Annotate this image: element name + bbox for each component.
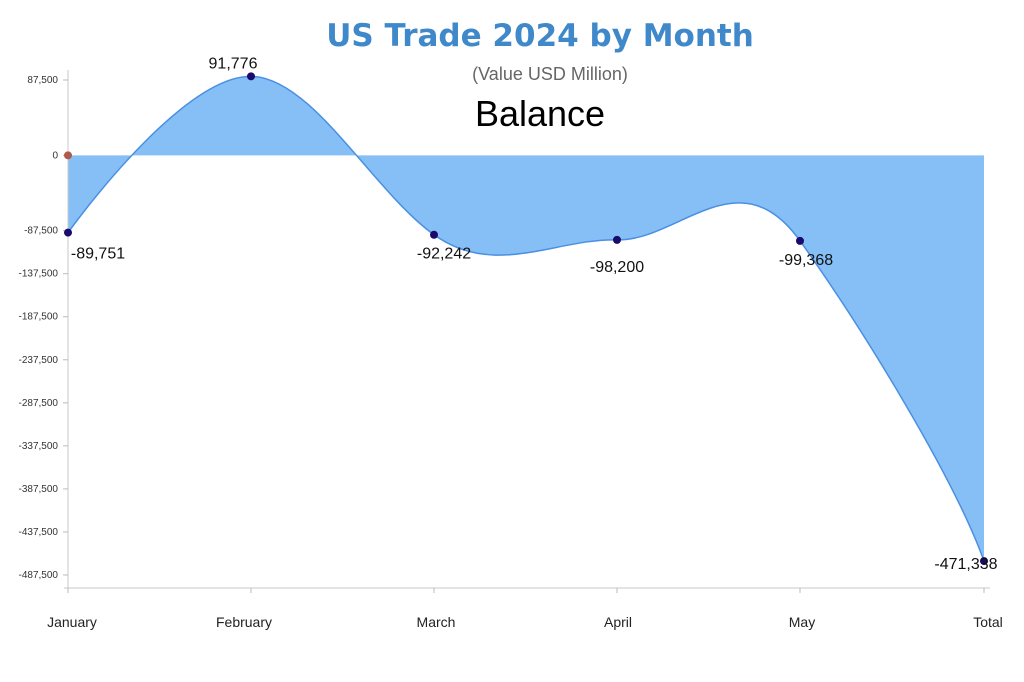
data-point bbox=[796, 236, 804, 245]
series-title: Balance bbox=[475, 93, 605, 134]
data-point bbox=[613, 235, 621, 244]
data-label: -89,751 bbox=[71, 246, 125, 263]
area-fill bbox=[68, 76, 984, 562]
y-tick-label: 87,500 bbox=[27, 75, 58, 86]
x-tick-label: February bbox=[216, 614, 272, 630]
plot-area: 87,500 0 -87,500 -137,500 -187,500 -237,500 -2… bbox=[19, 55, 1003, 630]
y-tick-label: -337,500 bbox=[19, 441, 59, 452]
y-tick-label: -237,500 bbox=[19, 355, 59, 366]
x-tick-label: March bbox=[417, 614, 456, 630]
x-tick-label: April bbox=[604, 614, 632, 630]
zero-point bbox=[64, 151, 72, 160]
data-label: 91,776 bbox=[209, 55, 258, 72]
data-label: -98,200 bbox=[590, 259, 644, 276]
chart-subtitle: (Value USD Million) bbox=[472, 64, 628, 84]
data-point bbox=[980, 557, 988, 566]
x-tick-label: January bbox=[47, 614, 97, 630]
y-tick-label: -87,500 bbox=[24, 226, 58, 237]
y-tick-label: -437,500 bbox=[19, 527, 59, 538]
y-tick-label: -287,500 bbox=[19, 398, 59, 409]
data-label: -471,338 bbox=[934, 556, 997, 573]
y-tick-label: -487,500 bbox=[19, 570, 59, 581]
data-label: -92,242 bbox=[417, 246, 471, 263]
x-tick-label: Total bbox=[973, 614, 1003, 630]
y-tick-label: -387,500 bbox=[19, 484, 59, 495]
data-point bbox=[247, 72, 255, 81]
y-tick-label: 0 bbox=[52, 150, 58, 161]
data-point bbox=[430, 230, 438, 239]
data-point bbox=[64, 228, 72, 237]
series-line bbox=[67, 75, 985, 562]
data-label: -99,368 bbox=[779, 252, 833, 269]
chart-title: US Trade 2024 by Month bbox=[326, 18, 754, 54]
y-tick-label: -187,500 bbox=[19, 312, 59, 323]
y-tick-label: -137,500 bbox=[19, 269, 59, 280]
x-tick-label: May bbox=[789, 614, 815, 630]
